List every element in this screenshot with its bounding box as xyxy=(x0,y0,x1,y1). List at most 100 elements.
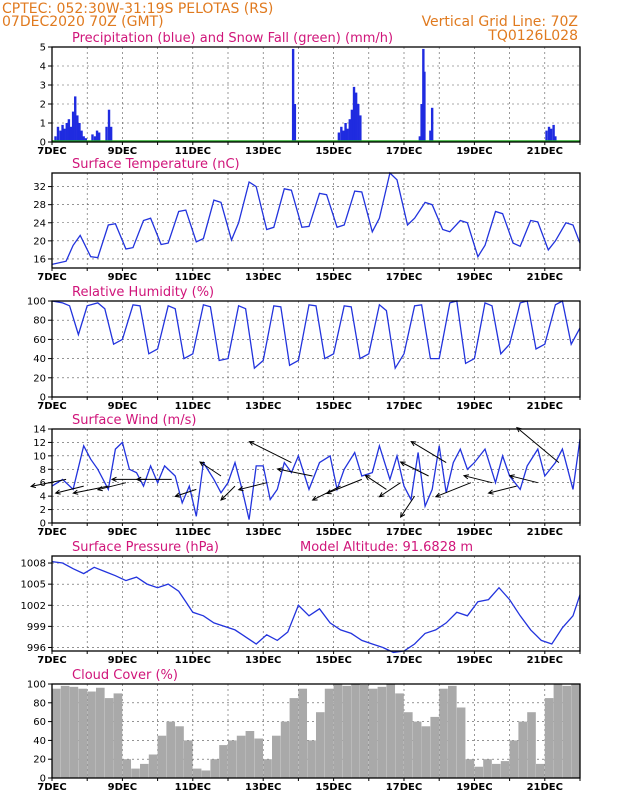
humidity-series xyxy=(51,300,581,371)
cloud-bar xyxy=(131,768,140,778)
precip-bar xyxy=(74,96,77,142)
x-tick-label: 13DEC xyxy=(245,527,281,538)
wind-grid xyxy=(52,429,580,523)
y-tick-label: 20 xyxy=(33,236,46,247)
cloud-bar xyxy=(184,740,193,778)
temperature-panel: Surface Temperature (nC) 16 20 24 28 32 7DEC 9D… xyxy=(33,157,581,283)
precip-bar xyxy=(430,107,434,142)
wind-arrow xyxy=(378,482,401,498)
precip-bar xyxy=(337,132,341,142)
cloud-bar xyxy=(342,685,352,778)
y-tick-label: 2 xyxy=(40,505,46,516)
cloud-bar xyxy=(386,684,396,778)
cloud-bar xyxy=(219,745,228,778)
x-tick-label: 21DEC xyxy=(527,146,563,157)
cloud-bar xyxy=(175,726,184,778)
cloud-bar xyxy=(430,716,440,778)
precip-bar xyxy=(78,123,81,142)
station-title: CPTEC: 052:30W-31:19S PELOTAS (RS) xyxy=(2,1,273,17)
x-tick-label: 13DEC xyxy=(245,146,281,157)
x-tick-label: 9DEC xyxy=(108,401,137,412)
x-tick-label: 19DEC xyxy=(456,272,492,283)
x-tick-label: 19DEC xyxy=(456,655,492,666)
x-tick-label: 11DEC xyxy=(175,272,211,283)
cloud-bar xyxy=(351,684,360,778)
y-tick-label: 1002 xyxy=(21,601,46,612)
precip-bar xyxy=(109,126,113,142)
precip-bar xyxy=(71,111,75,142)
run-time: 07DEC2020 70Z (GMT) xyxy=(2,14,164,30)
x-tick-label: 17DEC xyxy=(386,146,422,157)
cloud-bar xyxy=(289,698,299,778)
cloud-bar xyxy=(263,759,272,778)
cloud-bar xyxy=(166,721,176,778)
cloud-bar xyxy=(483,759,492,778)
wind-arrow xyxy=(516,426,560,463)
precip-bar xyxy=(342,130,345,142)
y-tick-label: 80 xyxy=(33,316,46,327)
precip-bar xyxy=(418,136,422,142)
cloud-bar xyxy=(536,763,545,778)
cloud-bar xyxy=(60,685,70,778)
x-tick-label: 11DEC xyxy=(175,782,211,793)
x-tick-label: 19DEC xyxy=(456,146,492,157)
precip-bar xyxy=(54,136,57,142)
pressure-panel: Surface Pressure (hPa) Model Altitude: 91… xyxy=(21,540,581,666)
precip-bar xyxy=(350,109,354,142)
precip-bar xyxy=(82,136,85,142)
cloud-bar xyxy=(518,721,528,778)
precipitation-grid xyxy=(52,47,580,142)
cloud-bar xyxy=(148,754,158,778)
y-tick-label: 60 xyxy=(33,717,46,728)
x-tick-label: 7DEC xyxy=(37,527,66,538)
precip-bar xyxy=(545,130,548,142)
cloud-bar xyxy=(562,685,572,778)
cloud-bar xyxy=(439,688,448,778)
cloud-bar xyxy=(245,731,255,778)
x-tick-label: 13DEC xyxy=(245,272,281,283)
x-tick-label: 17DEC xyxy=(386,527,422,538)
x-tick-label: 17DEC xyxy=(386,655,422,666)
wind-arrow xyxy=(220,485,236,501)
x-tick-label: 11DEC xyxy=(175,655,211,666)
pressure-series xyxy=(51,560,581,654)
precip-bar xyxy=(291,48,295,142)
cloud-bar xyxy=(228,740,237,778)
cloud-bar xyxy=(465,759,475,778)
grid-note: Vertical Grid Line: 70Z xyxy=(422,14,578,30)
cloud-bar xyxy=(69,686,79,778)
cloud-bar xyxy=(78,688,88,778)
y-tick-label: 0 xyxy=(40,519,46,530)
humidity-title: Relative Humidity (%) xyxy=(72,285,214,300)
wind-arrow xyxy=(399,495,416,519)
y-tick-label: 14 xyxy=(33,425,46,436)
x-tick-label: 15DEC xyxy=(315,527,351,538)
cloud-cover-panel: Cloud Cover (%) 0 20 40 60 80 100 7DEC 9DEC 11DEC… xyxy=(27,668,581,793)
cloud-bar xyxy=(236,735,246,778)
cloud-bar xyxy=(52,688,61,778)
x-tick-label: 13DEC xyxy=(245,782,281,793)
model-code: TQ0126L028 xyxy=(487,28,578,44)
x-tick-label: 15DEC xyxy=(315,655,351,666)
wind-arrow xyxy=(410,441,447,464)
x-tick-label: 11DEC xyxy=(175,146,211,157)
wind-line xyxy=(51,439,581,520)
precip-bar xyxy=(105,126,108,142)
y-tick-label: 40 xyxy=(33,354,46,365)
precip-bar xyxy=(348,119,351,142)
y-tick-label: 16 xyxy=(33,254,46,265)
x-tick-label: 21DEC xyxy=(527,272,563,283)
wind-arrow xyxy=(72,485,109,495)
cloud-bar xyxy=(280,721,290,778)
cloud-bar xyxy=(104,698,114,778)
panels: Precipitation (blue) and Snow Fall (gree… xyxy=(21,31,581,793)
x-tick-label: 9DEC xyxy=(108,655,137,666)
wind-arrow xyxy=(487,485,517,495)
x-tick-label: 21DEC xyxy=(527,782,563,793)
pressure-subtitle: Model Altitude: 91.6828 m xyxy=(300,540,473,555)
precip-bar xyxy=(423,71,426,142)
precip-bar xyxy=(76,115,79,142)
precip-bar xyxy=(59,130,62,142)
y-tick-label: 28 xyxy=(33,200,46,211)
